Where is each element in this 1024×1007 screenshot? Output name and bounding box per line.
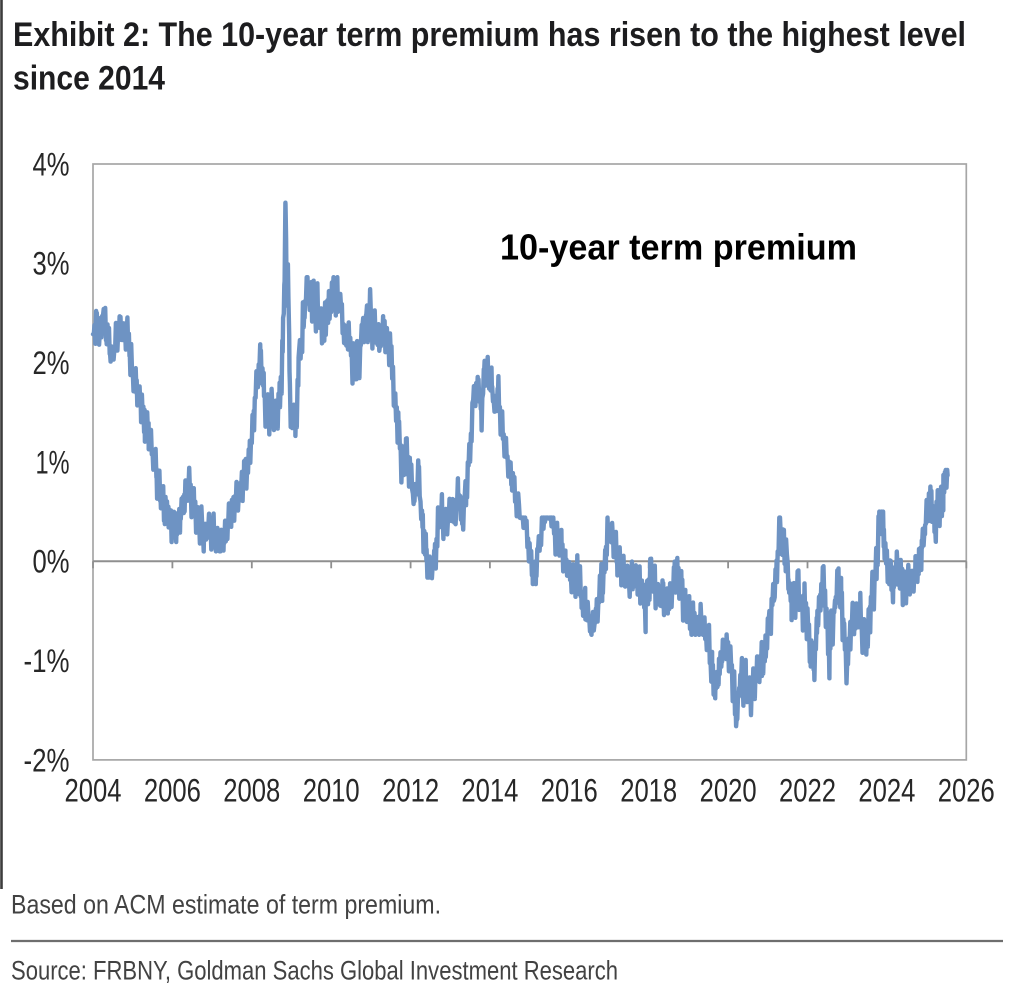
svg-text:-2%: -2% [24,742,70,778]
svg-text:3%: 3% [33,246,70,282]
svg-text:2014: 2014 [461,772,518,808]
svg-text:2016: 2016 [541,772,598,808]
svg-text:4%: 4% [33,146,70,182]
svg-text:2020: 2020 [700,772,757,808]
svg-text:0%: 0% [33,544,70,580]
svg-text:2012: 2012 [382,772,439,808]
svg-text:10-year term premium: 10-year term premium [500,227,857,268]
svg-text:Exhibit 2: The 10-year term pr: Exhibit 2: The 10-year term premium has … [13,16,966,54]
svg-text:2018: 2018 [620,772,677,808]
svg-text:-1%: -1% [24,643,70,679]
svg-text:1%: 1% [36,444,70,480]
svg-text:2022: 2022 [779,772,836,808]
svg-text:2004: 2004 [65,772,122,808]
svg-text:2%: 2% [33,345,70,381]
svg-text:2008: 2008 [223,772,280,808]
svg-text:2006: 2006 [144,772,201,808]
svg-text:since 2014: since 2014 [13,59,165,97]
svg-text:2024: 2024 [858,772,915,808]
svg-text:Based on ACM estimate of term: Based on ACM estimate of term premium. [11,890,441,920]
svg-text:Source: FRBNY, Goldman Sachs G: Source: FRBNY, Goldman Sachs Global Inve… [11,956,618,986]
svg-text:2026: 2026 [938,772,995,808]
svg-text:2010: 2010 [303,772,360,808]
